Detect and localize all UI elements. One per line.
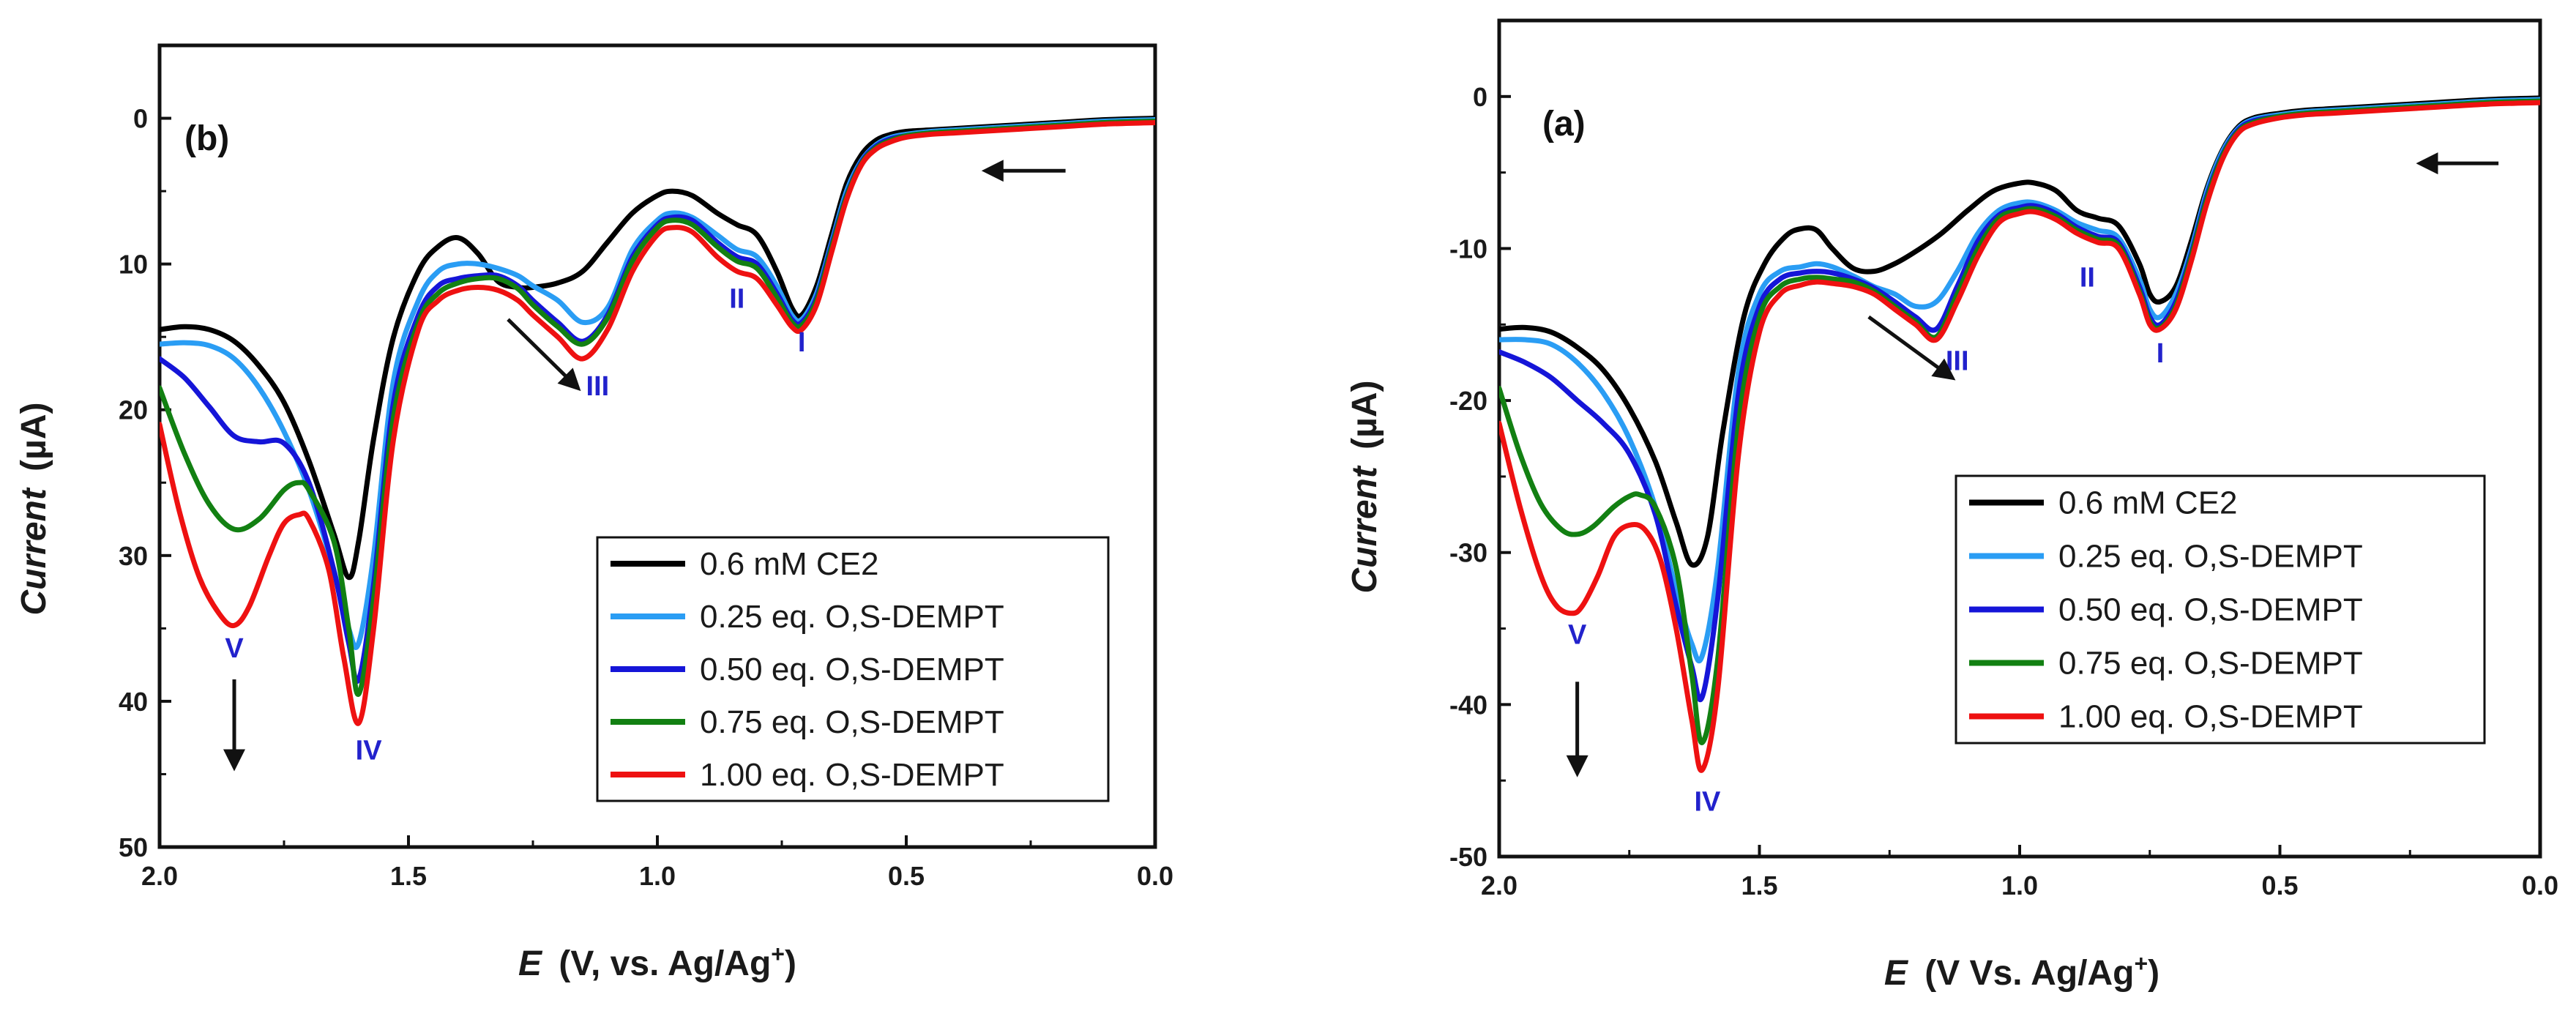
peak-label: III bbox=[586, 371, 610, 402]
legend-label: 0.6 mM CE2 bbox=[2058, 485, 2238, 521]
y-axis-title: Current (µA) bbox=[1345, 381, 1384, 594]
chart-panel-b: (b) Current (µA) E (V, vs. Ag/Ag+) 2.0 1.… bbox=[15, 43, 1173, 983]
peak-label: II bbox=[2080, 262, 2095, 293]
x-tick-label: 2.0 bbox=[141, 861, 178, 891]
legend-box bbox=[1955, 474, 2486, 745]
series-line bbox=[1499, 100, 2540, 773]
x-tick-label: 0.5 bbox=[2261, 870, 2298, 900]
chart-panel-a: (a) Current (µA) E (V Vs. Ag/Ag+) 2.0 1.5… bbox=[1345, 18, 2558, 993]
y-tick-label: 40 bbox=[119, 687, 148, 717]
y-axis-var: Current bbox=[15, 487, 53, 615]
panel-label: (b) bbox=[184, 119, 229, 158]
y-tick-label: -40 bbox=[1449, 690, 1487, 720]
plot-area: 2.0 1.5 1.0 0.5 0.00-10-20-30-40-50IIIIIIIVV… bbox=[1449, 18, 2558, 900]
y-tick-label: 20 bbox=[119, 395, 148, 425]
y-tick-label: -20 bbox=[1449, 386, 1487, 416]
y-tick-label: 30 bbox=[119, 541, 148, 571]
peak-label: V bbox=[225, 633, 244, 664]
y-tick-label: 50 bbox=[119, 832, 148, 862]
x-axis-units: (V, vs. Ag/Ag bbox=[559, 944, 771, 983]
legend-label: 0.6 mM CE2 bbox=[700, 546, 879, 582]
legend-label: 0.75 eq. O,S-DEMPT bbox=[700, 704, 1004, 740]
x-axis-sup: + bbox=[2134, 950, 2148, 977]
y-tick-label: -30 bbox=[1449, 538, 1487, 568]
y-tick-label: -50 bbox=[1449, 842, 1487, 872]
x-axis-var: E bbox=[518, 944, 543, 983]
legend-label: 0.25 eq. O,S-DEMPT bbox=[2058, 539, 2363, 575]
y-tick-label: 0 bbox=[1473, 82, 1487, 112]
annotation-arrow bbox=[1867, 315, 1956, 381]
y-axis-units: (µA) bbox=[15, 403, 53, 471]
legend-label: 0.75 eq. O,S-DEMPT bbox=[2058, 646, 2363, 682]
peak-label: IV bbox=[1694, 787, 1721, 818]
legend: 0.6 mM CE2 0.25 eq. O,S-DEMPT 0.50 eq. O,S… bbox=[596, 536, 1110, 802]
x-tick-label: 2.0 bbox=[1481, 870, 1517, 900]
legend: 0.6 mM CE2 0.25 eq. O,S-DEMPT 0.50 eq. O,S… bbox=[1955, 474, 2486, 745]
x-tick-label: 1.0 bbox=[2001, 870, 2038, 900]
x-axis-end: ) bbox=[785, 944, 796, 983]
x-axis-end: ) bbox=[2148, 954, 2159, 993]
y-axis-title: Current (µA) bbox=[15, 403, 53, 616]
series-line bbox=[160, 116, 1155, 581]
y-tick-label: 0 bbox=[133, 104, 148, 134]
y-axis-units: (µA) bbox=[1345, 381, 1384, 450]
y-axis-var: Current bbox=[1345, 465, 1384, 593]
peak-label: II bbox=[729, 283, 744, 314]
x-axis-title: E (V Vs. Ag/Ag+) bbox=[1884, 950, 2159, 993]
peak-label: IV bbox=[356, 736, 383, 766]
peak-label: I bbox=[798, 327, 806, 358]
peak-label: I bbox=[2157, 338, 2165, 369]
x-axis-var: E bbox=[1884, 954, 1909, 993]
legend-label: 1.00 eq. O,S-DEMPT bbox=[700, 757, 1004, 793]
legend-label: 1.00 eq. O,S-DEMPT bbox=[2058, 699, 2363, 735]
x-axis-sup: + bbox=[771, 941, 785, 967]
x-tick-label: 0.0 bbox=[2522, 870, 2558, 900]
peak-label: V bbox=[1568, 619, 1587, 650]
y-tick-label: 10 bbox=[119, 250, 148, 280]
series-line bbox=[160, 120, 1155, 726]
x-tick-label: 1.0 bbox=[639, 861, 676, 891]
x-tick-label: 1.5 bbox=[390, 861, 427, 891]
x-tick-label: 1.5 bbox=[1741, 870, 1777, 900]
legend-label: 0.50 eq. O,S-DEMPT bbox=[2058, 592, 2363, 628]
legend-label: 0.25 eq. O,S-DEMPT bbox=[700, 599, 1004, 635]
y-tick-label: -10 bbox=[1449, 234, 1487, 264]
peak-label: III bbox=[1946, 346, 1969, 377]
annotation-arrow bbox=[507, 318, 581, 392]
legend-label: 0.50 eq. O,S-DEMPT bbox=[700, 652, 1004, 687]
x-tick-label: 0.0 bbox=[1137, 861, 1173, 891]
x-tick-label: 0.5 bbox=[888, 861, 925, 891]
panel-label: (a) bbox=[1542, 105, 1586, 143]
x-axis-units: (V Vs. Ag/Ag bbox=[1924, 954, 2134, 993]
x-axis-title: E (V, vs. Ag/Ag+) bbox=[518, 941, 796, 983]
